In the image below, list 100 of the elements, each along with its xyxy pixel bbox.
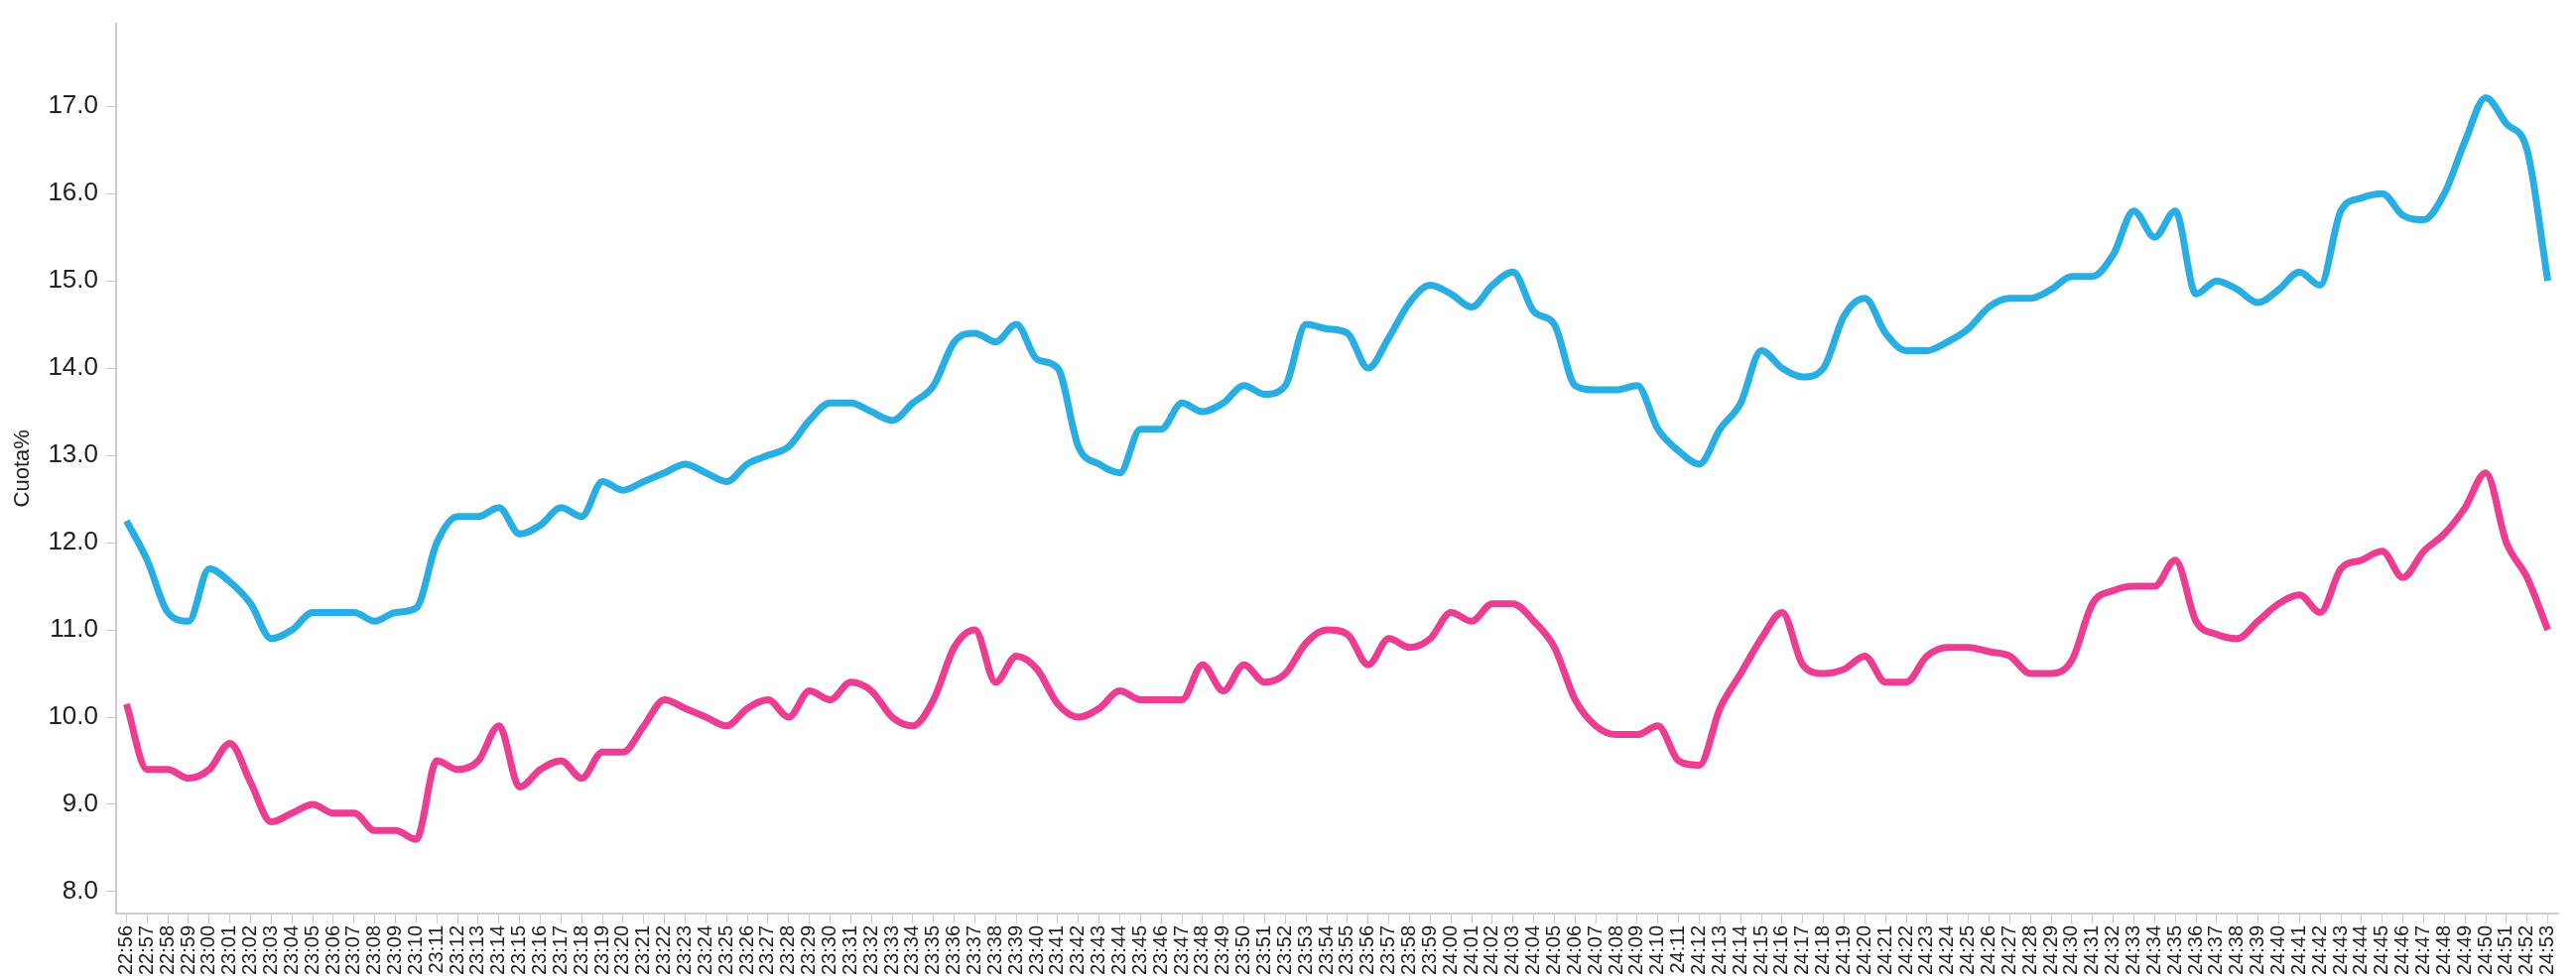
x-tick-label: 24:13 xyxy=(1707,924,1730,976)
x-tick-label: 23:08 xyxy=(362,924,385,976)
y-tick-label: 11.0 xyxy=(50,613,98,644)
x-tick-label: 23:37 xyxy=(963,924,985,976)
x-tick-label: 23:06 xyxy=(321,924,343,976)
y-tick-label: 15.0 xyxy=(48,264,98,295)
x-tick-label: 23:36 xyxy=(942,924,965,976)
x-tick-label: 24:38 xyxy=(2225,924,2248,976)
x-tick-label: 24:22 xyxy=(1893,924,1916,976)
y-axis-title: Cuota% xyxy=(9,429,35,508)
x-tick-label: 24:10 xyxy=(1645,924,1668,976)
x-tick-label: 24:42 xyxy=(2307,924,2330,976)
x-tick-label: 24:16 xyxy=(1769,924,1792,976)
x-tick-label: 24:02 xyxy=(1480,924,1502,976)
x-tick-label: 23:25 xyxy=(713,924,736,976)
x-tick-label: 23:59 xyxy=(1417,924,1440,976)
x-tick-label: 24:11 xyxy=(1666,924,1689,974)
x-tick-label: 24:37 xyxy=(2204,924,2227,976)
x-tick-label: 23:12 xyxy=(445,924,467,976)
x-tick-label: 24:00 xyxy=(1438,924,1461,976)
x-tick-label: 23:11 xyxy=(424,924,447,974)
x-tick-label: 24:30 xyxy=(2059,924,2082,976)
x-tick-label: 23:09 xyxy=(383,924,406,976)
y-tick-label: 13.0 xyxy=(48,438,98,469)
x-tick-label: 23:05 xyxy=(300,924,322,976)
x-tick-label: 23:31 xyxy=(837,924,860,976)
x-tick-label: 22:57 xyxy=(134,924,157,976)
x-tick-label: 23:04 xyxy=(279,924,302,976)
x-tick-label: 23:43 xyxy=(1087,924,1109,976)
x-tick-label: 22:59 xyxy=(176,924,198,976)
x-tick-label: 23:21 xyxy=(631,924,654,976)
y-tick-label: 9.0 xyxy=(62,788,98,818)
x-tick-label: 24:43 xyxy=(2328,924,2351,976)
x-tick-label: 24:09 xyxy=(1624,924,1647,976)
x-tick-label: 24:03 xyxy=(1500,924,1523,976)
x-tick-label: 24:46 xyxy=(2390,924,2413,976)
x-tick-label: 23:15 xyxy=(507,924,530,976)
x-tick-label: 24:14 xyxy=(1728,924,1750,976)
x-tick-label: 23:47 xyxy=(1169,924,1192,976)
x-tick-label: 23:54 xyxy=(1314,924,1337,976)
x-tick-label: 24:27 xyxy=(1996,924,2019,976)
x-tick-label: 23:39 xyxy=(1003,924,1026,976)
x-tick-label: 23:27 xyxy=(755,924,778,976)
x-tick-label: 24:32 xyxy=(2101,924,2124,976)
x-tick-label: 23:28 xyxy=(776,924,799,976)
x-tick-label: 23:57 xyxy=(1376,924,1399,976)
x-tick-label: 24:33 xyxy=(2121,924,2143,976)
x-tick-label: 23:49 xyxy=(1211,924,1233,976)
x-tick-label: 24:52 xyxy=(2514,924,2537,976)
x-tick-label: 24:31 xyxy=(2080,924,2103,976)
x-tick-label: 22:56 xyxy=(113,924,136,976)
x-tick-label: 22:58 xyxy=(155,924,178,976)
x-tick-label: 23:56 xyxy=(1355,924,1378,976)
x-tick-label: 24:45 xyxy=(2370,924,2392,976)
x-tick-label: 23:40 xyxy=(1024,924,1047,976)
x-tick-label: 23:13 xyxy=(465,924,488,976)
x-tick-label: 24:28 xyxy=(2017,924,2040,976)
x-tick-label: 24:41 xyxy=(2286,924,2309,976)
x-tick-label: 23:44 xyxy=(1107,924,1130,976)
x-tick-label: 24:04 xyxy=(1521,924,1544,976)
x-tick-label: 23:01 xyxy=(217,924,240,976)
x-tick-label: 24:07 xyxy=(1583,924,1606,976)
x-tick-label: 24:49 xyxy=(2452,924,2475,976)
x-tick-label: 23:38 xyxy=(982,924,1005,976)
y-tick-label: 8.0 xyxy=(62,875,98,906)
x-tick-label: 23:18 xyxy=(569,924,591,976)
x-tick-label: 24:23 xyxy=(1914,924,1937,976)
x-tick-label: 24:34 xyxy=(2141,924,2164,976)
y-tick-label: 17.0 xyxy=(48,89,98,120)
x-tick-label: 23:23 xyxy=(673,924,696,976)
x-tick-label: 23:00 xyxy=(196,924,219,976)
x-tick-label: 23:52 xyxy=(1272,924,1295,976)
x-tick-label: 23:24 xyxy=(693,924,715,976)
x-tick-label: 24:40 xyxy=(2265,924,2288,976)
x-tick-label: 24:17 xyxy=(1790,924,1813,976)
x-tick-label: 23:51 xyxy=(1252,924,1275,976)
x-tick-label: 23:07 xyxy=(341,924,364,976)
x-tick-label: 24:15 xyxy=(1748,924,1771,976)
x-tick-label: 24:24 xyxy=(1935,924,1958,976)
x-tick-label: 23:30 xyxy=(818,924,840,976)
y-tick-label: 16.0 xyxy=(48,177,98,207)
x-tick-label: 23:45 xyxy=(1127,924,1150,976)
x-tick-label: 23:02 xyxy=(238,924,261,976)
x-tick-label: 23:58 xyxy=(1397,924,1420,976)
x-tick-label: 24:47 xyxy=(2410,924,2433,976)
x-tick-label: 24:29 xyxy=(2038,924,2061,976)
x-tick-label: 23:34 xyxy=(900,924,923,976)
x-tick-label: 24:05 xyxy=(1542,924,1564,976)
x-tick-label: 23:50 xyxy=(1231,924,1254,976)
x-tick-label: 23:53 xyxy=(1293,924,1316,976)
x-tick-label: 23:26 xyxy=(734,924,757,976)
x-tick-label: 24:01 xyxy=(1459,924,1481,976)
x-tick-label: 23:42 xyxy=(1066,924,1089,976)
x-tick-label: 24:35 xyxy=(2162,924,2185,976)
x-tick-label: 23:17 xyxy=(548,924,571,976)
x-tick-label: 24:06 xyxy=(1562,924,1585,976)
x-tick-label: 23:19 xyxy=(589,924,612,976)
x-tick-label: 24:12 xyxy=(1687,924,1709,976)
x-tick-label: 23:03 xyxy=(258,924,281,976)
x-tick-label: 24:48 xyxy=(2431,924,2454,976)
